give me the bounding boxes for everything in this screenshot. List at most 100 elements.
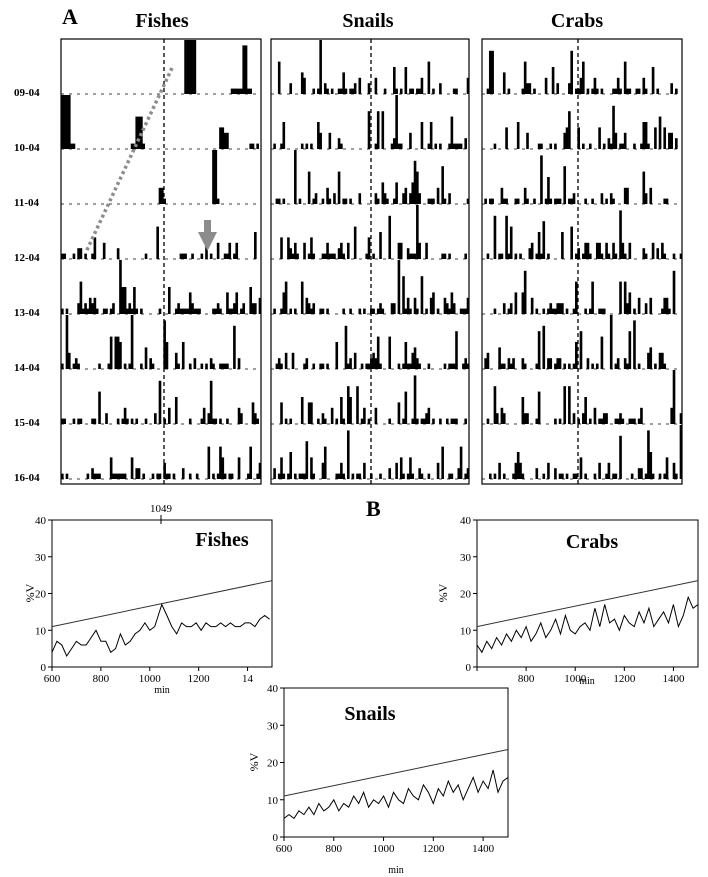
activity-bar — [598, 462, 601, 479]
activity-bar — [488, 198, 492, 204]
activity-bar — [614, 132, 618, 149]
activity-bar — [630, 473, 634, 479]
activity-bar — [244, 45, 248, 94]
activity-bar — [158, 380, 162, 424]
activity-bar — [575, 473, 578, 479]
activity-bar — [330, 88, 334, 94]
activity-bar — [464, 358, 467, 369]
activity-bar — [372, 308, 375, 314]
activity-bar — [156, 226, 159, 259]
activity-bar — [528, 83, 532, 94]
activity-bar — [572, 413, 576, 424]
activity-bar — [663, 198, 667, 204]
activity-bar — [582, 253, 585, 259]
activity-bar — [642, 248, 646, 259]
panel-a-title-fishes: Fishes — [135, 10, 189, 32]
activity-bar — [358, 308, 362, 314]
activity-bar — [616, 418, 620, 424]
activity-bar — [549, 143, 553, 149]
chart-title: Fishes — [195, 529, 249, 551]
activity-bar — [672, 462, 676, 479]
activity-bar — [216, 303, 220, 314]
activity-bar — [575, 281, 578, 314]
chart-title: Crabs — [566, 531, 618, 553]
activity-bar — [158, 187, 162, 204]
activity-bar — [91, 253, 94, 259]
activity-bar — [623, 358, 627, 369]
activity-bar — [459, 143, 463, 149]
activity-bar — [119, 473, 122, 479]
activity-bar — [443, 198, 447, 204]
activity-bar — [165, 342, 169, 369]
activity-bar — [280, 402, 283, 424]
activity-bar — [642, 122, 646, 149]
activity-bar — [443, 363, 447, 369]
activity-bar — [374, 407, 378, 424]
y-tick-label: 40 — [460, 515, 472, 527]
activity-bar — [381, 111, 385, 149]
activity-bar — [291, 253, 295, 259]
activity-bar — [600, 253, 604, 259]
activity-bar — [554, 198, 557, 204]
activity-bar — [135, 308, 139, 314]
activity-bar — [61, 253, 64, 259]
activity-bar — [466, 77, 470, 94]
activity-bar — [521, 358, 525, 369]
activity-bar — [289, 452, 293, 479]
activity-bar — [619, 88, 622, 94]
activity-bar — [416, 358, 419, 369]
activity-bar — [342, 473, 345, 479]
activity-bar — [98, 391, 101, 424]
activity-bar — [358, 193, 362, 204]
activity-bar — [342, 72, 345, 94]
activity-bar — [186, 40, 190, 94]
y-tick-label: 0 — [273, 832, 279, 844]
activity-bar — [323, 446, 327, 479]
activity-bar — [584, 308, 587, 314]
line-plot-fishes: Fishes min %V 1049 0 10 20 30 40 600 800 1000 12… — [23, 503, 273, 696]
activity-bar — [372, 352, 375, 369]
y-tick-label: 40 — [267, 683, 279, 695]
y-tick-label: 20 — [460, 589, 472, 601]
activity-bar — [226, 292, 229, 314]
panel-a-title-crabs: Crabs — [551, 10, 603, 32]
activity-bar — [191, 253, 194, 259]
activity-bar — [521, 397, 525, 424]
activity-bar — [349, 88, 352, 94]
activity-bar — [556, 358, 560, 369]
activity-bar — [344, 325, 348, 369]
activity-bar — [452, 88, 456, 94]
activity-bar — [86, 308, 90, 314]
activity-bar — [228, 308, 232, 314]
activity-bar — [258, 297, 262, 314]
activity-bar — [644, 88, 648, 94]
activity-bar — [282, 473, 286, 479]
activity-bar — [207, 446, 211, 479]
activity-bar — [429, 198, 433, 204]
activity-bar — [289, 83, 293, 94]
activity-bar — [422, 418, 426, 424]
activity-bar — [600, 418, 604, 424]
activity-bar — [93, 473, 97, 479]
activity-bar — [633, 418, 636, 424]
activity-bar — [242, 45, 246, 94]
activity-bar — [411, 253, 415, 259]
activity-bar — [351, 473, 355, 479]
activity-bar — [464, 308, 467, 314]
activity-bar — [591, 281, 594, 314]
phase-shift-line — [84, 67, 174, 253]
activity-bar — [235, 242, 239, 259]
activity-bar — [393, 138, 396, 149]
activity-bar — [91, 468, 94, 479]
day-label: 15-04 — [14, 417, 40, 429]
activity-bar — [61, 363, 64, 369]
activity-bar — [303, 77, 306, 94]
actogram-frame-snails — [270, 38, 470, 485]
activity-bar — [249, 88, 252, 94]
activity-bar — [360, 363, 364, 369]
activity-bar — [602, 143, 606, 149]
activity-bar — [289, 418, 293, 424]
activity-bar — [135, 116, 139, 149]
activity-bar — [95, 473, 99, 479]
activity-bar — [586, 358, 590, 369]
